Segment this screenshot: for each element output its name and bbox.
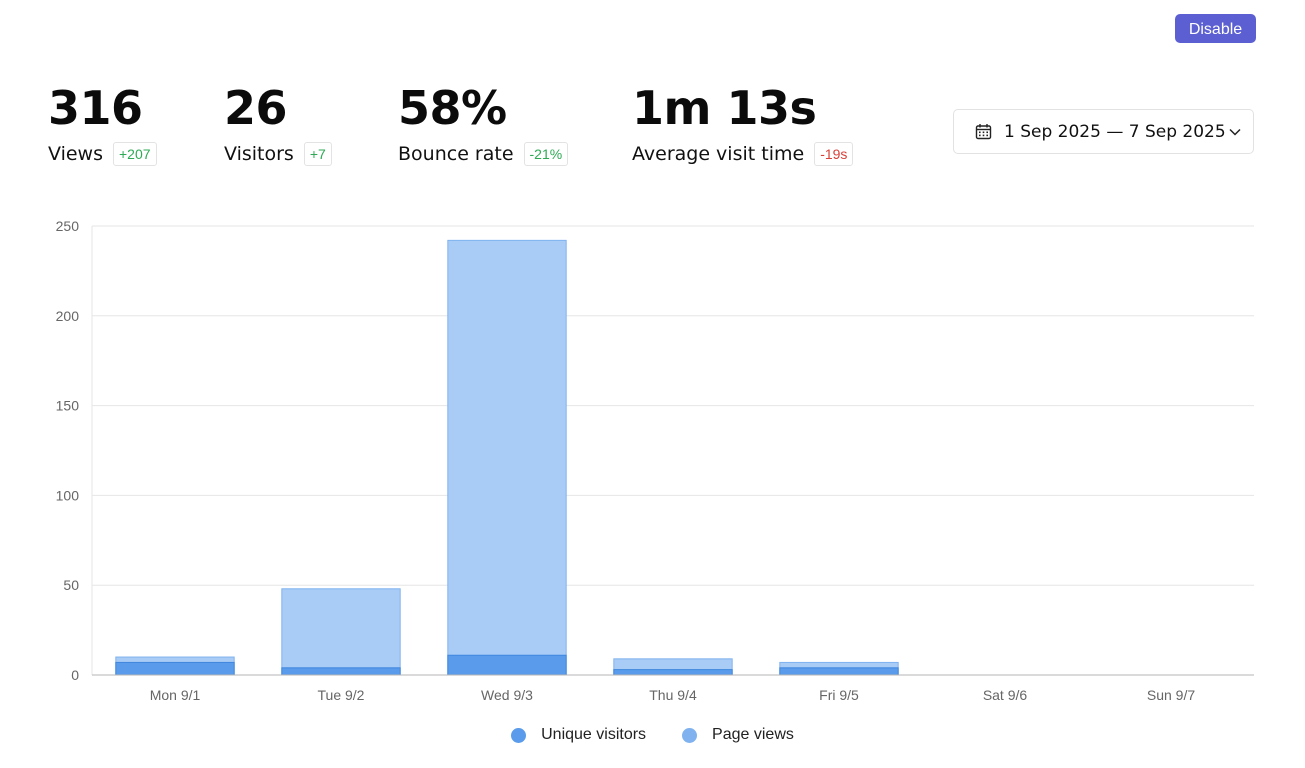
- bar-unique-visitors: [447, 654, 567, 676]
- date-range-label: 1 Sep 2025 — 7 Sep 2025: [1004, 121, 1226, 142]
- disable-button[interactable]: Disable: [1175, 14, 1256, 43]
- y-tick-label: 150: [56, 398, 80, 414]
- x-tick-label: Mon 9/1: [150, 687, 201, 703]
- bar-unique-visitors: [613, 669, 733, 676]
- metric-label: Average visit time: [632, 143, 805, 165]
- bar-unique-visitors: [115, 661, 235, 676]
- legend-item-page-views[interactable]: Page views: [682, 726, 794, 744]
- x-tick-label: Wed 9/3: [481, 687, 533, 703]
- bar-page-views: [447, 239, 567, 676]
- metric-value: 1m 13s: [632, 81, 817, 135]
- delta-badge: -21%: [523, 142, 569, 166]
- metric-value: 58%: [398, 81, 507, 135]
- y-tick-label: 250: [56, 218, 80, 234]
- y-tick-label: 200: [56, 308, 80, 324]
- x-tick-label: Thu 9/4: [649, 687, 697, 703]
- chevron-down-icon: [1229, 128, 1241, 136]
- y-tick-label: 100: [56, 487, 80, 503]
- legend-label: Unique visitors: [541, 726, 647, 743]
- legend-swatch: [511, 727, 527, 743]
- bar-unique-visitors: [779, 667, 899, 676]
- x-tick-label: Tue 9/2: [318, 687, 365, 703]
- x-tick-label: Fri 9/5: [819, 687, 859, 703]
- y-tick-label: 50: [63, 577, 79, 593]
- metric-label: Bounce rate: [398, 143, 514, 165]
- visits-bar-chart: 0 50 100 150 200 250 Mon 9/1 Tue 9/2 Wed 9/3 Thu …: [56, 218, 1254, 703]
- delta-badge: -19s: [814, 142, 854, 166]
- bar-page-views: [281, 588, 401, 676]
- x-tick-label: Sat 9/6: [983, 687, 1028, 703]
- legend-label: Page views: [712, 726, 794, 743]
- delta-badge: +7: [303, 142, 332, 166]
- bar-unique-visitors: [281, 667, 401, 676]
- legend-swatch: [682, 727, 698, 743]
- date-range-picker[interactable]: 1 Sep 2025 — 7 Sep 2025: [953, 109, 1254, 154]
- metric-views: 316 Views +207: [48, 82, 157, 166]
- metric-value: 26: [224, 81, 288, 135]
- metric-bounce-rate: 58% Bounce rate -21%: [398, 81, 569, 166]
- metric-visitors: 26 Visitors +7: [224, 82, 332, 166]
- y-tick-label: 0: [71, 667, 79, 683]
- calendar-icon: [975, 124, 992, 140]
- metric-average-visit-time: 1m 13s Average visit time -19s: [632, 81, 854, 166]
- axes: 0 50 100 150 200 250 Mon 9/1 Tue 9/2 Wed 9/3 Thu …: [56, 218, 1254, 703]
- bars: [115, 239, 899, 676]
- grid-lines: [91, 225, 1254, 675]
- chart-legend: Unique visitors Page views: [0, 726, 1305, 744]
- metric-label: Visitors: [224, 143, 294, 165]
- x-tick-label: Sun 9/7: [1147, 687, 1195, 703]
- metric-value: 316: [48, 81, 143, 135]
- metric-label: Views: [48, 143, 103, 165]
- delta-badge: +207: [113, 142, 157, 166]
- legend-item-unique-visitors[interactable]: Unique visitors: [511, 726, 646, 744]
